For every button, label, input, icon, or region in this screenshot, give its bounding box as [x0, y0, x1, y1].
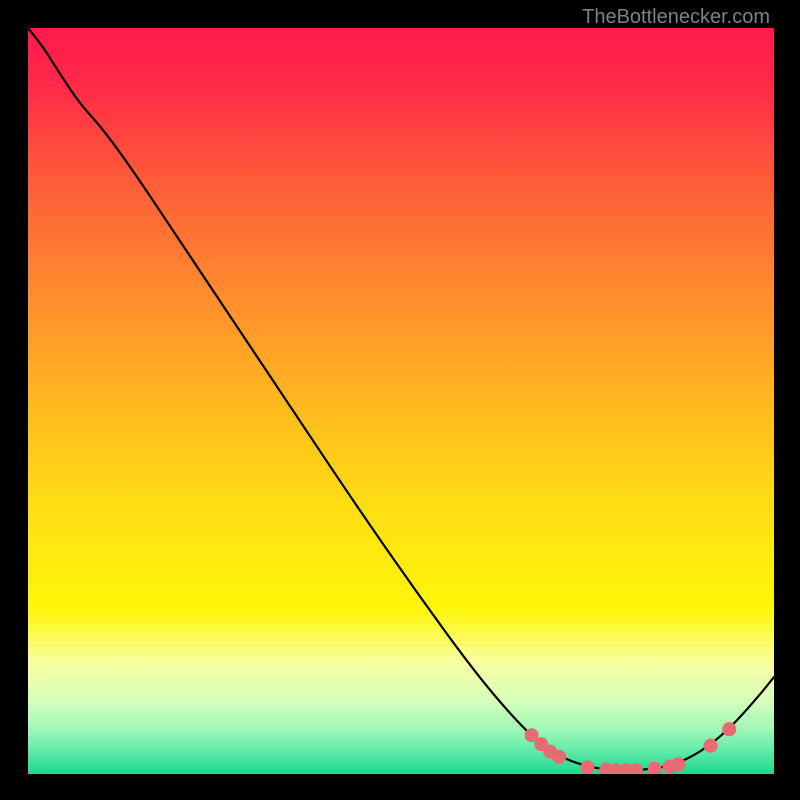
data-marker — [553, 750, 566, 763]
chart-container: TheBottlenecker.com — [0, 0, 800, 800]
data-marker — [704, 739, 717, 752]
data-marker — [629, 764, 642, 774]
data-marker — [672, 758, 685, 771]
watermark: TheBottlenecker.com — [582, 6, 770, 29]
chart-background — [28, 28, 774, 774]
plot-area — [28, 28, 774, 774]
data-marker — [581, 761, 594, 774]
data-marker — [723, 723, 736, 736]
chart-svg — [28, 28, 774, 774]
data-marker — [648, 762, 661, 774]
